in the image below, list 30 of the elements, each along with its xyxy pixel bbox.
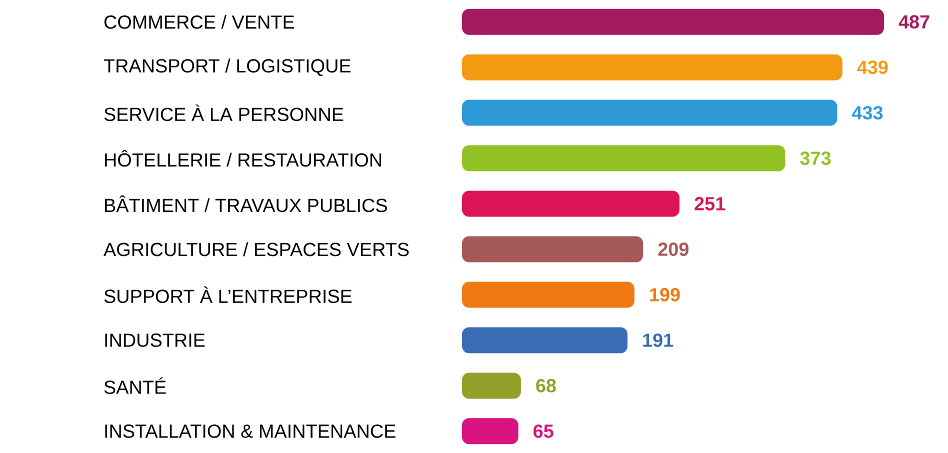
y-tick-label: SANTÉ [104, 377, 166, 394]
data-label: 209 [658, 242, 688, 256]
bar [462, 372, 521, 399]
bar [462, 418, 518, 444]
bar [462, 327, 628, 354]
bar [462, 8, 884, 35]
y-tick-label: AGRICULTURE / ESPACES VERTS [104, 242, 409, 256]
bar [462, 54, 842, 80]
data-label: 439 [857, 60, 888, 74]
y-tick-label: INSTALLATION & MAINTENANCE [105, 424, 396, 438]
data-label: 251 [694, 197, 726, 210]
bar [462, 100, 838, 126]
data-label: 65 [534, 424, 554, 438]
data-label: 433 [852, 106, 883, 120]
bar [462, 236, 644, 262]
y-tick-label: HÔTELLERIE / RESTAURATION [105, 150, 382, 167]
y-tick-label: BÂTIMENT / TRAVAUX PUBLICS [105, 195, 387, 212]
y-tick-label: COMMERCE / VENTE [104, 14, 294, 29]
y-tick-label: TRANSPORT / LOGISTIQUE [104, 58, 351, 76]
y-tick-label: INDUSTRIE [105, 334, 205, 347]
bar [462, 145, 786, 172]
data-label: 199 [650, 288, 680, 302]
y-tick-label: SUPPORT À L’ENTREPRISE [104, 286, 352, 304]
data-label: 487 [898, 15, 930, 29]
data-label: 191 [643, 334, 674, 347]
bar [462, 282, 634, 308]
y-tick-label: SERVICE À LA PERSONNE [104, 104, 344, 122]
data-label: 373 [800, 152, 831, 165]
data-label: 68 [536, 378, 556, 392]
bar [462, 190, 680, 217]
